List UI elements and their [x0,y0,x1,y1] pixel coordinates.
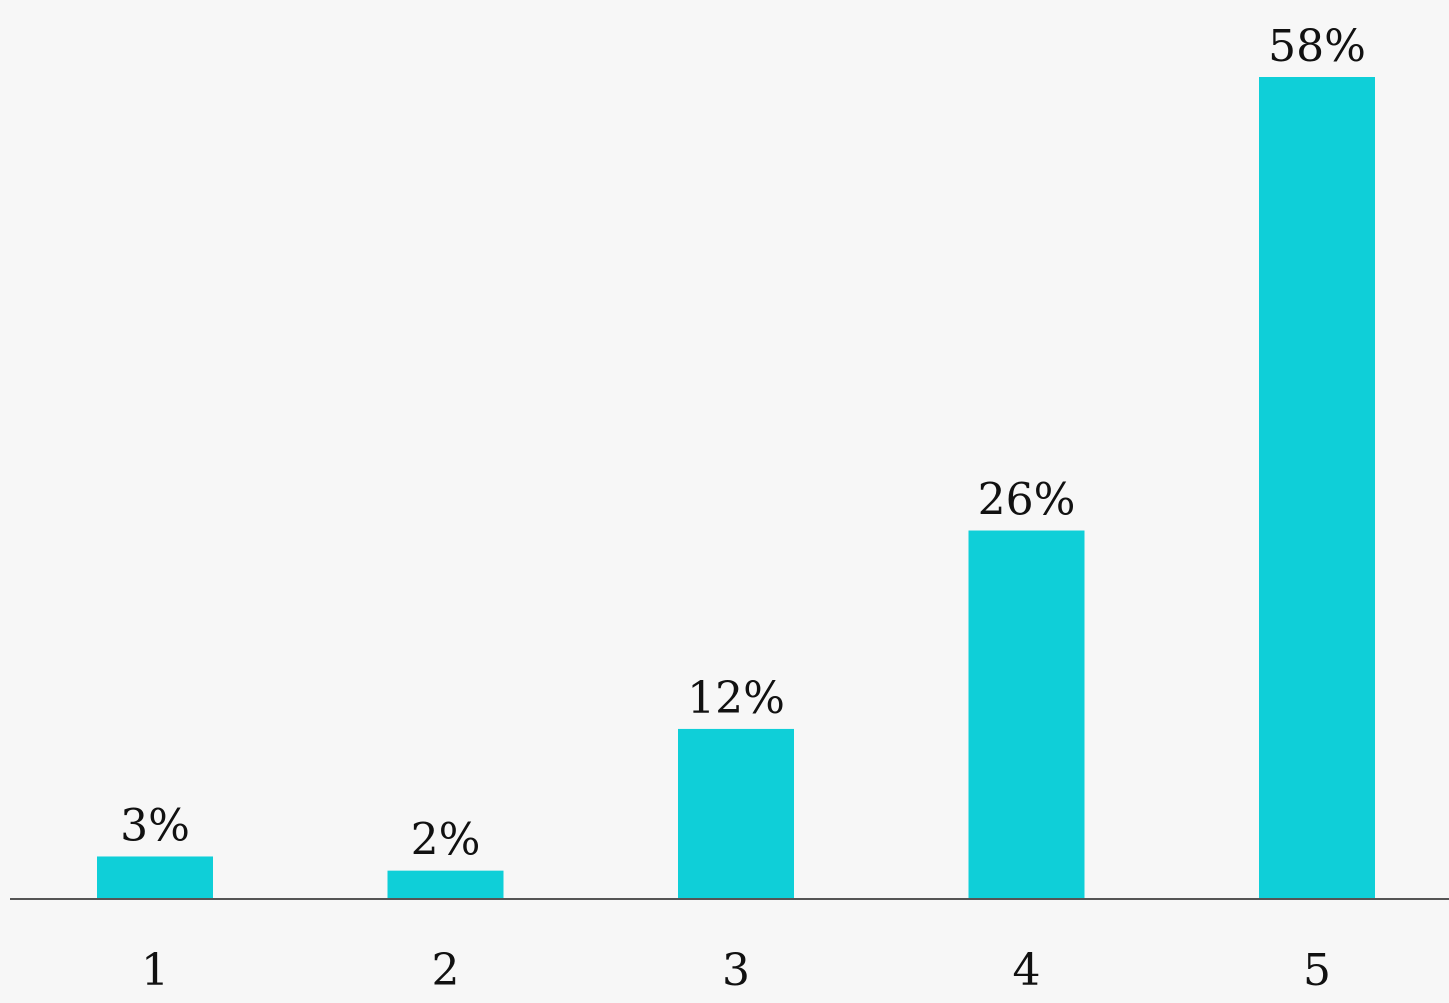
x-tick-labels-layer: 1 2 3 4 5 [141,945,1331,996]
bar-2 [387,870,504,899]
bar-4 [968,530,1085,899]
data-label-1: 3% [120,800,190,851]
data-label-5: 58% [1268,21,1366,72]
x-tick-label-5: 5 [1303,945,1331,996]
bar-5 [1259,77,1375,899]
data-label-2: 2% [411,815,481,866]
data-label-4: 26% [978,475,1076,526]
x-tick-label-4: 4 [1013,945,1041,996]
data-labels-layer: 3% 2% 12% 26% 58% [120,21,1366,866]
bar-1 [97,856,213,899]
x-tick-label-2: 2 [432,945,460,996]
bar-3 [678,728,794,899]
x-tick-label-1: 1 [141,945,169,996]
x-tick-label-3: 3 [722,945,750,996]
data-label-3: 12% [687,673,785,724]
bars-layer [97,77,1375,899]
